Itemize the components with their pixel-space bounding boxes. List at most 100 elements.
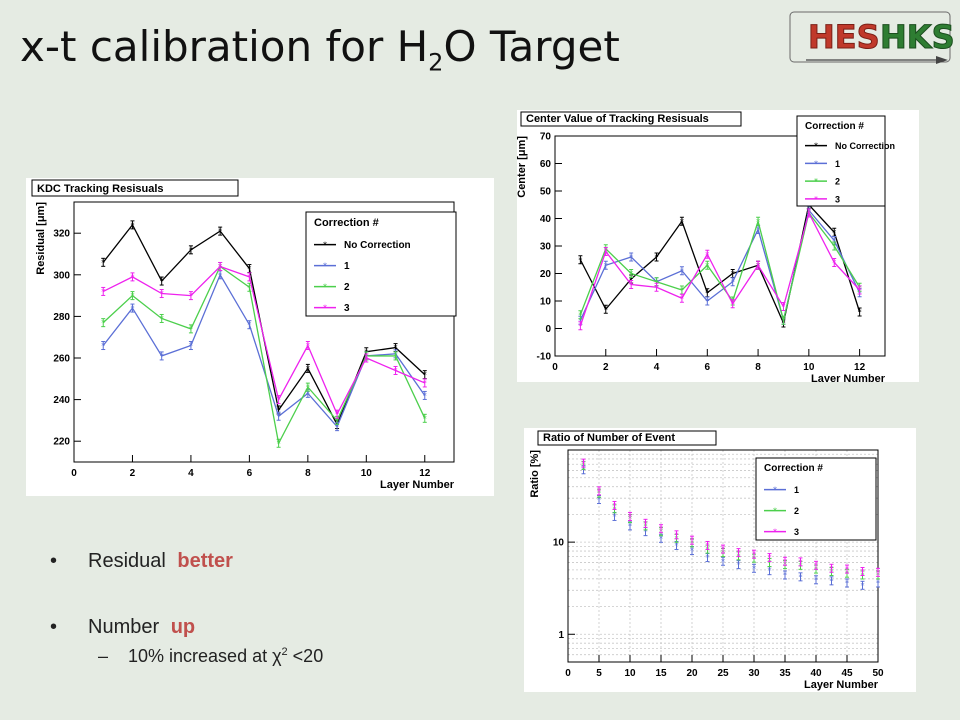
x-tick-label: 0 xyxy=(71,468,77,479)
kdc-residual-chart: 0 2 4 6 8 10 12 220 240 260 280 300 320 Layer Number R… xyxy=(26,178,494,496)
x-tick-label: 35 xyxy=(779,668,791,679)
series-line xyxy=(102,265,426,416)
x-tick-label: 4 xyxy=(654,362,660,373)
data-point: * xyxy=(277,439,281,448)
chart-title-box xyxy=(537,430,717,446)
data-point: * xyxy=(680,267,684,276)
data-point: * xyxy=(845,579,849,588)
data-point: * xyxy=(832,242,836,251)
legend-marker: * xyxy=(814,142,818,151)
data-point: * xyxy=(629,281,633,290)
data-point: * xyxy=(629,275,633,284)
data-point: * xyxy=(861,568,865,577)
data-point: * xyxy=(423,371,427,380)
legend-title: Correction # xyxy=(314,217,379,229)
legend-entry-label: 3 xyxy=(344,303,350,314)
subbullet-text-pre: 10% increased at χ xyxy=(128,646,282,666)
data-point: * xyxy=(680,294,684,303)
x-tick-label: 12 xyxy=(419,468,431,479)
data-point: * xyxy=(756,226,760,235)
data-point: * xyxy=(613,512,617,521)
data-point: * xyxy=(613,501,617,510)
data-point: * xyxy=(814,561,818,570)
y-tick-label: 10 xyxy=(540,297,552,308)
data-point: * xyxy=(247,321,251,330)
x-tick-label: 6 xyxy=(705,362,711,373)
data-point: * xyxy=(768,559,772,568)
x-tick-label: 45 xyxy=(841,668,853,679)
data-point: * xyxy=(335,423,339,432)
data-point: * xyxy=(644,528,648,537)
legend-marker: * xyxy=(323,283,327,292)
y-tick-label: 260 xyxy=(53,354,70,365)
data-point: * xyxy=(814,576,818,585)
data-point: * xyxy=(783,557,787,566)
x-axis-label: Layer Number xyxy=(811,373,886,382)
data-point: * xyxy=(845,569,849,578)
data-point: * xyxy=(189,342,193,351)
data-point: * xyxy=(675,531,679,540)
series-line xyxy=(579,211,861,326)
data-point: * xyxy=(799,573,803,582)
data-point: * xyxy=(706,541,710,550)
y-axis-label: Center [μm] xyxy=(517,136,528,198)
data-point: * xyxy=(876,568,880,577)
legend-marker: * xyxy=(773,528,777,537)
data-point: * xyxy=(597,496,601,505)
data-point: * xyxy=(578,311,582,320)
data-point: * xyxy=(582,459,586,468)
legend-entry-label: No Correction xyxy=(835,141,895,151)
x-tick-label: 8 xyxy=(755,362,761,373)
data-point: * xyxy=(160,277,164,286)
data-point: * xyxy=(706,554,710,563)
x-tick-label: 12 xyxy=(854,362,866,373)
data-point: * xyxy=(737,561,741,570)
data-point: * xyxy=(423,414,427,423)
data-point: * xyxy=(830,577,834,586)
series-line xyxy=(102,265,426,446)
data-point: * xyxy=(783,571,787,580)
data-point: * xyxy=(830,564,834,573)
data-point: * xyxy=(578,322,582,331)
data-point: * xyxy=(423,391,427,400)
data-point: * xyxy=(394,366,398,375)
y-tick-label: 10 xyxy=(553,538,565,549)
legend-box xyxy=(796,115,886,207)
legend-marker: * xyxy=(814,177,818,186)
data-point: * xyxy=(578,316,582,325)
data-point: * xyxy=(858,308,862,317)
logo-text-left: HES xyxy=(808,18,880,56)
data-point: * xyxy=(628,522,632,531)
data-point: * xyxy=(130,273,134,282)
legend-entry-label: 1 xyxy=(835,159,840,169)
data-point: * xyxy=(160,290,164,299)
data-point: * xyxy=(277,406,281,415)
title-main: x-t calibration for H xyxy=(20,22,429,71)
legend-entry-label: 2 xyxy=(794,506,799,516)
data-point: * xyxy=(218,271,222,280)
ratio-plot: 0 5 10 15 20 25 30 35 40 45 50 1 10 Layer Number Ratio… xyxy=(529,430,884,691)
data-point: * xyxy=(655,253,659,262)
data-point: * xyxy=(705,261,709,270)
bullet-number: • Number up xyxy=(50,614,323,640)
data-point: * xyxy=(690,547,694,556)
data-point: * xyxy=(731,300,735,309)
data-point: * xyxy=(680,286,684,295)
y-tick-label: 60 xyxy=(540,159,552,170)
data-point: * xyxy=(604,248,608,257)
legend-entry-label: 2 xyxy=(344,282,350,293)
legend-title: Correction # xyxy=(764,463,823,474)
data-point: * xyxy=(781,316,785,325)
data-point: * xyxy=(690,536,694,545)
data-point: * xyxy=(721,557,725,566)
legend-title: Correction # xyxy=(805,121,864,132)
data-point: * xyxy=(247,265,251,274)
data-point: * xyxy=(277,412,281,421)
x-tick-label: 2 xyxy=(603,362,609,373)
data-point: * xyxy=(845,565,849,574)
y-axis-label: Ratio [%] xyxy=(529,450,541,498)
hes-hks-logo: HES HKS xyxy=(789,11,955,64)
data-point: * xyxy=(247,273,251,282)
legend-box xyxy=(305,211,457,317)
